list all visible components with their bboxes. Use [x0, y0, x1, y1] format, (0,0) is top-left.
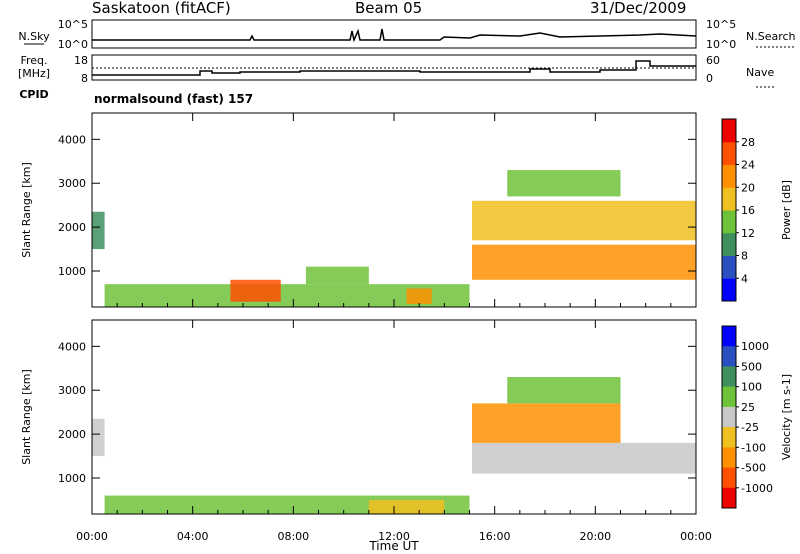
scatter-region — [472, 403, 621, 443]
colorbar-title: Power [dB] — [780, 180, 793, 240]
station-title: Saskatoon (fitACF) — [92, 0, 231, 17]
y-tick-label: 3000 — [58, 177, 86, 190]
nsky-label: N.Sky — [18, 30, 50, 43]
scatter-region — [507, 377, 621, 404]
y-tick-label: 1000 — [58, 265, 86, 278]
nave-tick-top: 60 — [706, 54, 720, 67]
colorbar-tick-label: 25 — [741, 401, 755, 414]
y-tick-label: 4000 — [58, 340, 86, 353]
colorbar-band — [722, 187, 736, 211]
scatter-region — [406, 288, 432, 304]
colorbar-tick-label: -500 — [741, 462, 766, 475]
colorbar-tick-label: 20 — [741, 181, 755, 194]
nsearch-label: N.Search — [746, 30, 796, 43]
scatter-region — [472, 244, 696, 280]
scatter-region — [472, 200, 696, 241]
colorbar-band — [722, 255, 736, 279]
colorbar-band — [722, 164, 736, 188]
scatter-region — [305, 266, 369, 285]
y-axis-title: Slant Range [km] — [20, 162, 33, 258]
colorbar-tick-label: -100 — [741, 441, 766, 454]
colorbar-band — [722, 141, 736, 165]
colorbar-tick-label: 24 — [741, 159, 755, 172]
colorbar-tick-label: 12 — [741, 227, 755, 240]
scatter-region — [368, 499, 445, 514]
y-tick-label: 1000 — [58, 472, 86, 485]
nsky-tick-bottom: 10^0 — [58, 38, 88, 51]
date-title: 31/Dec/2009 — [590, 0, 687, 17]
cpid-label: CPID — [19, 88, 48, 101]
colorbar-tick-label: 1000 — [741, 340, 769, 353]
colorbar-tick-label: 16 — [741, 204, 755, 217]
y-axis-title: Slant Range [km] — [20, 369, 33, 465]
colorbar-tick-label: 100 — [741, 381, 762, 394]
colorbar-tick-label: 28 — [741, 136, 755, 149]
beam-title: Beam 05 — [355, 0, 423, 17]
scatter-region — [230, 279, 281, 302]
x-tick-label: 16:00 — [479, 530, 511, 543]
x-tick-label: 00:00 — [76, 530, 108, 543]
x-tick-label: 08:00 — [277, 530, 309, 543]
y-tick-label: 3000 — [58, 384, 86, 397]
colorbar-band — [722, 278, 736, 302]
nsky-tick-top: 10^5 — [58, 18, 88, 31]
colorbar-tick-label: 4 — [741, 272, 748, 285]
freq-tick-top: 18 — [74, 54, 88, 67]
y-tick-label: 4000 — [58, 133, 86, 146]
colorbar-band — [722, 232, 736, 256]
nsearch-tick-top: 10^5 — [706, 18, 736, 31]
scatter-region — [92, 418, 105, 457]
freq-label-2: [MHz] — [18, 67, 50, 80]
scatter-region — [92, 211, 105, 250]
x-tick-label: 00:00 — [680, 530, 712, 543]
freq-panel: Freq. [MHz] CPID 18 8 60 0 Nave normalso… — [18, 54, 776, 106]
y-tick-label: 2000 — [58, 428, 86, 441]
freq-trace — [92, 60, 696, 76]
x-axis-title: Time UT — [368, 539, 419, 553]
colorbar-band — [722, 210, 736, 234]
freq-tick-bottom: 8 — [81, 72, 88, 85]
nsky-panel: N.Sky 10^5 10^0 10^5 10^0 N.Search — [18, 18, 796, 51]
colorbar-band — [722, 119, 736, 143]
nave-tick-bottom: 0 — [706, 72, 713, 85]
colorbar-title: Velocity [m s-1] — [780, 374, 793, 460]
power-panel: 1000 2000 3000 4000 Slant Range [km] 4 8 12 16 20… — [20, 112, 793, 308]
colorbar-tick-label: -1000 — [741, 482, 773, 495]
velocity-panel: 1000 2000 3000 4000 Slant Range [km] 00:00 04:… — [20, 319, 793, 543]
colorbar-tick-label: 500 — [741, 360, 762, 373]
x-tick-label: 04:00 — [177, 530, 209, 543]
colorbar-tick-label: 8 — [741, 250, 748, 263]
scatter-region — [104, 284, 470, 307]
nave-label: Nave — [746, 66, 774, 79]
x-tick-label: 20:00 — [579, 530, 611, 543]
x-tick-label: 12:00 — [378, 530, 410, 543]
nsearch-tick-bottom: 10^0 — [706, 38, 736, 51]
y-tick-label: 2000 — [58, 221, 86, 234]
scatter-region — [507, 170, 621, 197]
freq-label-1: Freq. — [20, 54, 47, 67]
nsky-trace — [92, 28, 697, 43]
colorbar-tick-label: -25 — [741, 421, 759, 434]
cpid-text: normalsound (fast) 157 — [94, 92, 253, 106]
scatter-region — [472, 442, 696, 474]
